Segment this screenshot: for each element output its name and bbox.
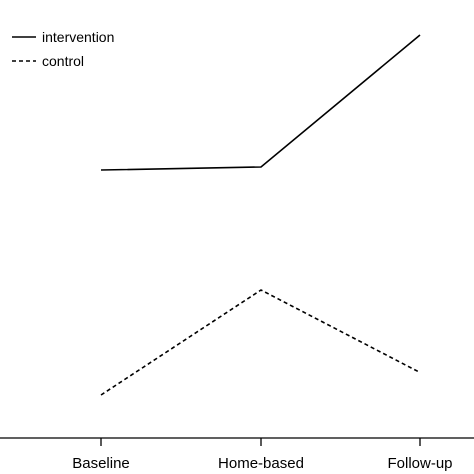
x-tick-label: Home-based [218,455,304,472]
x-tick-label: Baseline [72,455,130,472]
series-lines [100,34,421,396]
x-tick-label: Follow-up [387,455,452,472]
x-axis: Baseline Home-based Follow-up [0,437,474,472]
legend-label-control: control [42,53,84,69]
legend: intervention control [12,29,114,69]
series-line-intervention [100,34,421,171]
legend-label-intervention: intervention [42,29,114,45]
series-line-control [100,289,421,396]
